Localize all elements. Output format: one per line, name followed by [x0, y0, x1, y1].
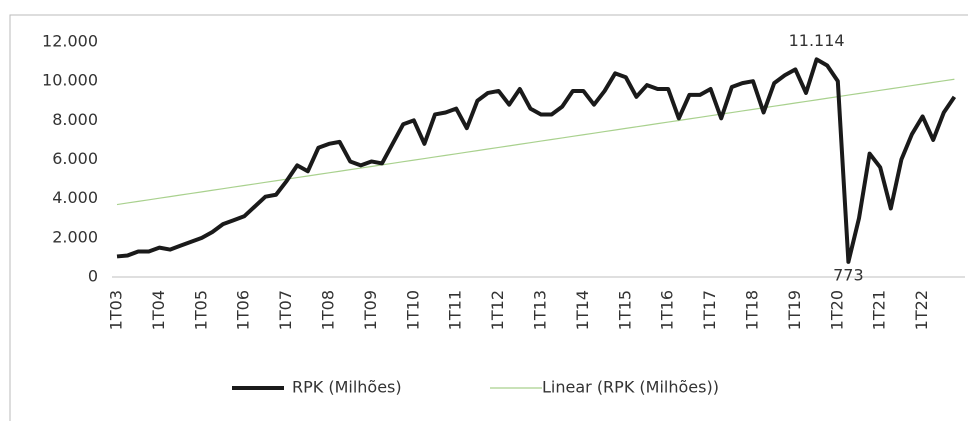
x-tick-label: 1T12 [488, 290, 507, 330]
x-tick-label: 1T07 [276, 290, 295, 330]
y-tick-label: 8.000 [52, 110, 98, 129]
x-tick-label: 1T21 [870, 290, 889, 330]
x-tick-label: 1T04 [149, 290, 168, 330]
series-line [116, 57, 957, 264]
data-label: 773 [833, 265, 864, 284]
x-tick-label: 1T08 [319, 290, 338, 330]
x-tick-label: 1T03 [107, 290, 126, 330]
x-tick-label: 1T11 [446, 290, 465, 330]
x-tick-label: 1T22 [912, 290, 931, 330]
x-tick-label: 1T09 [361, 290, 380, 330]
x-tick-label: 1T06 [234, 290, 253, 330]
legend-label: RPK (Milhões) [292, 378, 402, 397]
x-tick-label: 1T18 [743, 290, 762, 330]
y-tick-label: 2.000 [52, 227, 98, 246]
y-tick-label: 4.000 [52, 188, 98, 207]
x-tick-label: 1T05 [191, 290, 210, 330]
chart-frame [9, 14, 968, 421]
data-label: 11.114 [789, 31, 845, 50]
y-tick-label: 10.000 [42, 71, 98, 90]
x-tick-label: 1T20 [827, 290, 846, 330]
x-tick-label: 1T16 [658, 290, 677, 330]
y-tick-label: 12.000 [42, 32, 98, 51]
x-tick-label: 1T13 [531, 290, 550, 330]
x-tick-label: 1T15 [615, 290, 634, 330]
x-tick-label: 1T17 [700, 290, 719, 330]
x-tick-label: 1T14 [573, 290, 592, 330]
x-tick-label: 1T10 [403, 290, 422, 330]
y-tick-label: 0 [88, 267, 98, 286]
series-line [116, 78, 955, 206]
x-tick-label: 1T19 [785, 290, 804, 330]
legend-label: Linear (RPK (Milhões)) [542, 378, 719, 397]
y-tick-label: 6.000 [52, 149, 98, 168]
